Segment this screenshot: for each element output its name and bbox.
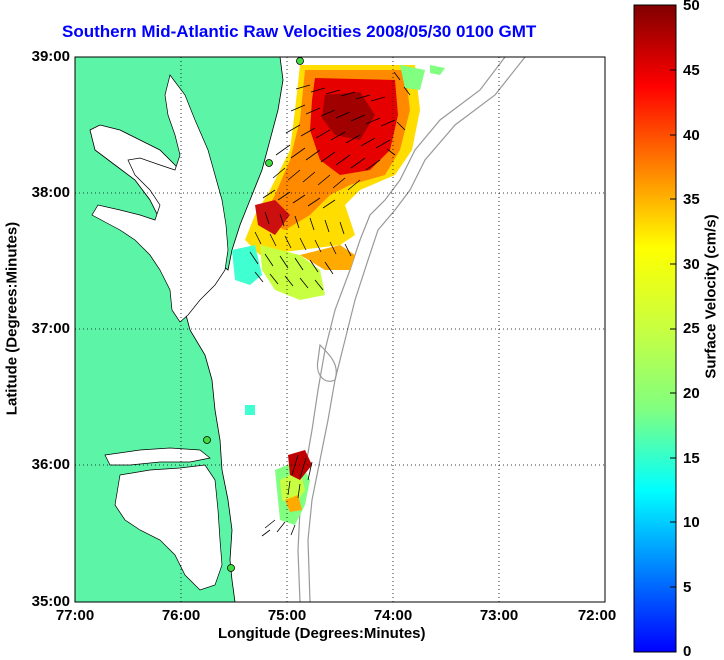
y-axis-label: Latitude (Degrees:Minutes) <box>3 221 21 416</box>
x-tick-label: 76:00 <box>161 607 201 624</box>
x-tick-label: 75:00 <box>267 607 307 624</box>
map-title: Southern Mid-Atlantic Raw Velocities 200… <box>62 22 537 41</box>
x-tick-label: 74:00 <box>373 607 413 624</box>
colorbar-tick: 10 <box>683 514 700 531</box>
velocity-field-north <box>232 65 445 300</box>
colorbar-tick: 40 <box>683 127 700 144</box>
colorbar <box>633 4 677 653</box>
bathymetry-contour <box>307 57 526 602</box>
x-tick-label: 72:00 <box>577 607 617 624</box>
x-tick-label: 73:00 <box>479 607 519 624</box>
y-tick-label: 39:00 <box>31 48 70 65</box>
y-tick-label: 37:00 <box>31 320 70 337</box>
velocity-field-south <box>245 405 313 537</box>
plot-frame <box>74 56 606 603</box>
colorbar-tick: 30 <box>683 256 700 273</box>
colorbar-tick: 15 <box>683 450 700 467</box>
y-tick-label: 36:00 <box>31 456 70 473</box>
colorbar-tick: 5 <box>683 579 692 596</box>
x-axis-label: Longitude (Degrees:Minutes) <box>218 625 426 642</box>
y-tick-label: 35:00 <box>31 593 70 610</box>
colorbar-label: Surface Velocity (cm/s) <box>702 214 720 379</box>
x-tick-label: 77:00 <box>55 607 95 624</box>
map-grid <box>75 57 605 602</box>
hf-radar-stations <box>203 57 304 572</box>
colorbar-tick: 45 <box>683 62 700 79</box>
y-tick-label: 38:00 <box>31 184 70 201</box>
colorbar-tick: 35 <box>683 191 700 208</box>
pamlico-sound <box>114 464 223 591</box>
colorbar-tick: 0 <box>683 643 692 660</box>
colorbar-tick: 25 <box>683 320 700 337</box>
chesapeake-bay <box>91 74 229 323</box>
colorbar-tick: 20 <box>683 385 700 402</box>
bathymetry-contour <box>316 343 337 382</box>
colorbar-tick: 50 <box>683 0 700 14</box>
